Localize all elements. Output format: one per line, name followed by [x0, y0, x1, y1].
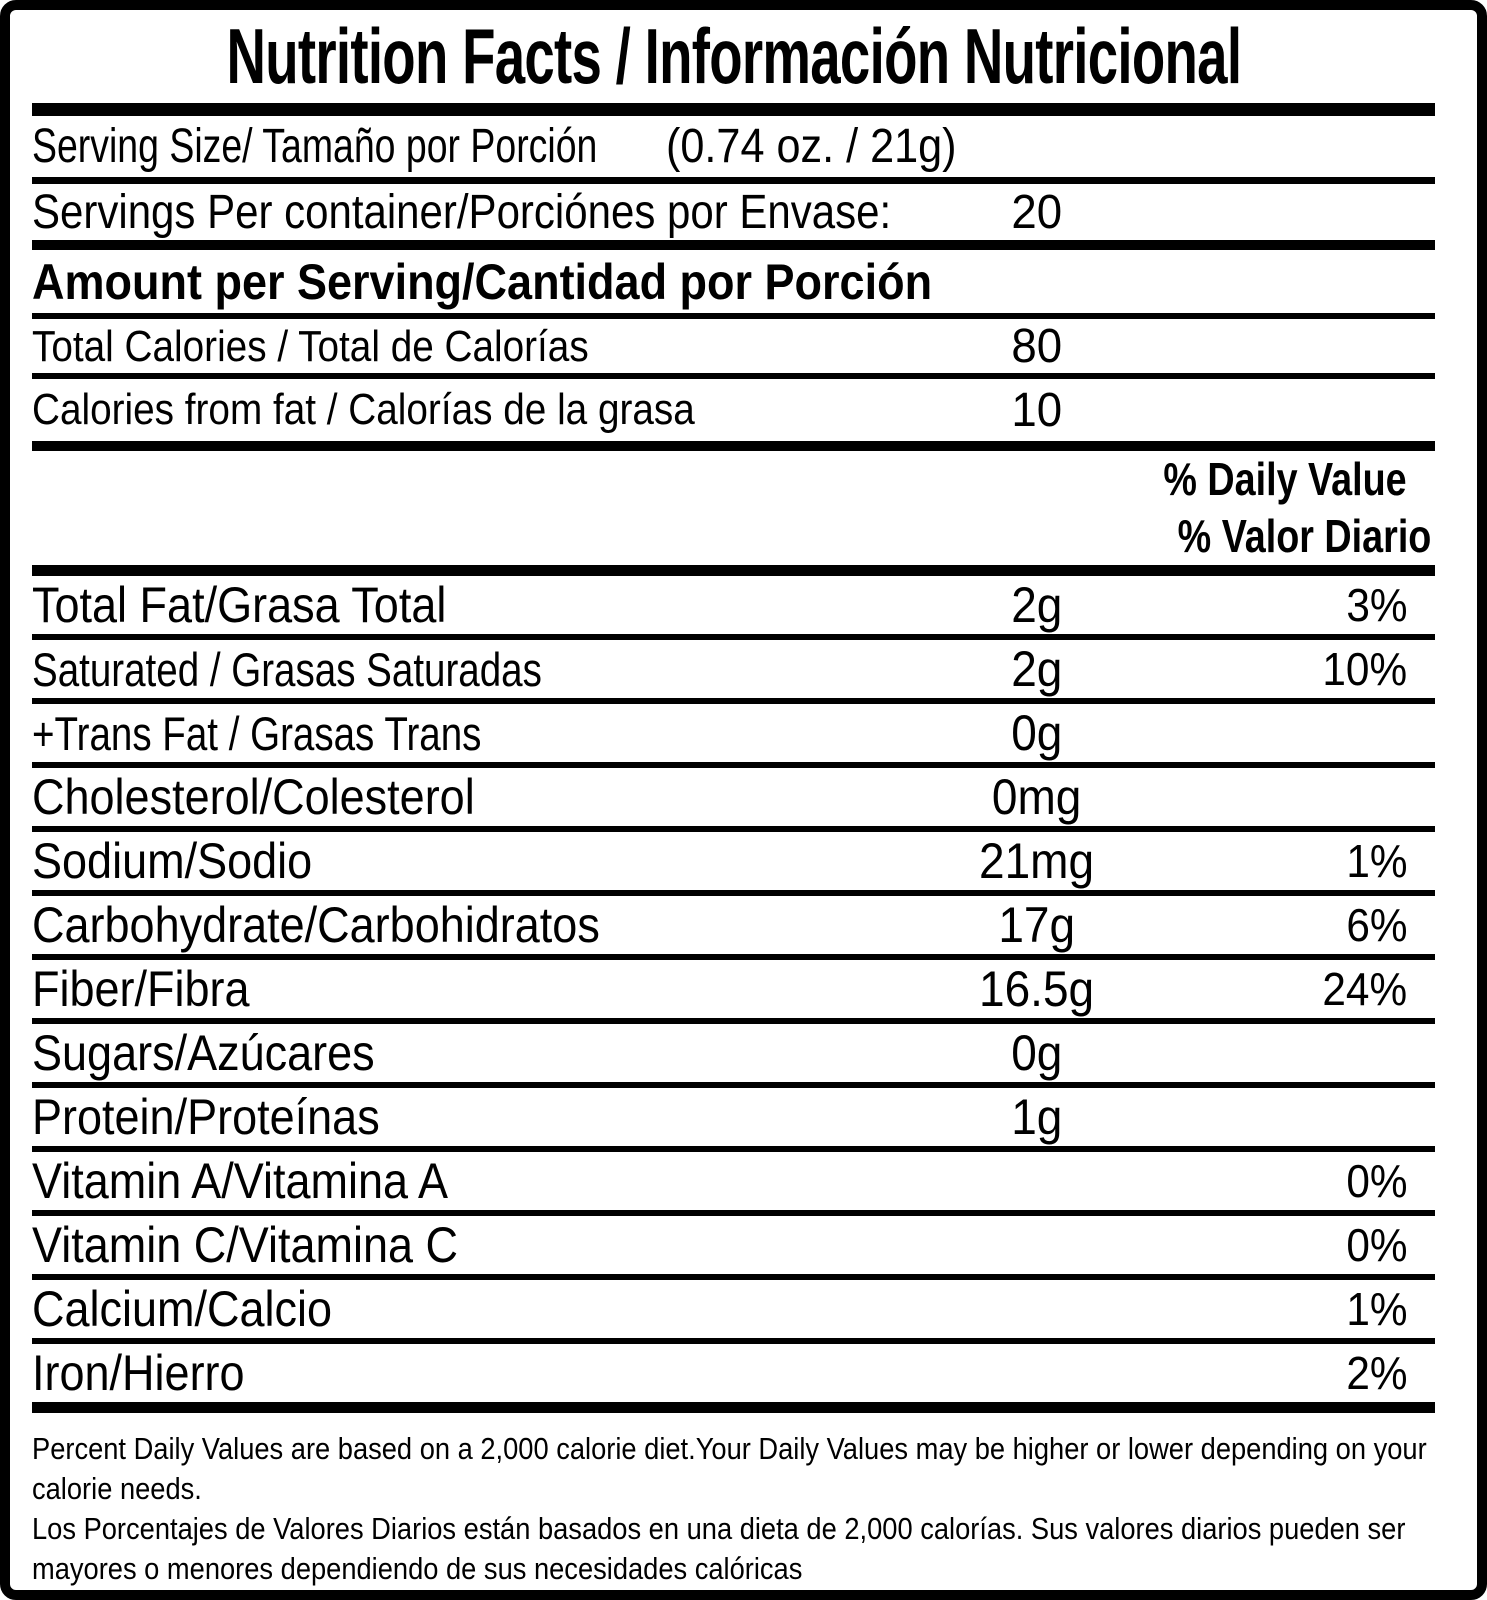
divider: [32, 441, 1435, 451]
nutrient-label: Saturated / Grasas Saturadas: [32, 642, 542, 696]
nutrient-value: 21mg: [979, 833, 1095, 889]
total-calories-row: Total Calories / Total de Calorías 80: [32, 319, 1435, 373]
nutrient-value: 1g: [1011, 1089, 1063, 1145]
divider: [32, 954, 1435, 960]
nutrient-row-vitamin-a: Vitamin A/Vitamina A 0%: [32, 1152, 1435, 1210]
divider: [32, 1018, 1435, 1024]
nutrient-row-total-fat: Total Fat/Grasa Total 2g 3%: [32, 576, 1435, 634]
nutrient-label: Vitamin A/Vitamina A: [32, 1153, 449, 1209]
serving-size-row: Serving Size/ Tamaño por Porción (0.74 o…: [32, 116, 1435, 177]
nutrient-label: Carbohydrate/Carbohidratos: [32, 897, 600, 953]
nutrient-label: +Trans Fat / Grasas Trans: [32, 706, 482, 760]
nutrient-label: Protein/Proteínas: [32, 1089, 380, 1145]
divider: [32, 313, 1435, 319]
divider: [32, 762, 1435, 768]
nutrient-value: 2g: [1011, 641, 1063, 697]
calories-from-fat-value: 10: [1011, 383, 1063, 437]
nutrient-pct: 1%: [1345, 835, 1407, 887]
divider: [32, 177, 1435, 184]
nutrient-row-cholesterol: Cholesterol/Colesterol 0mg: [32, 768, 1435, 826]
footnote-line: Percent Daily Values are based on a 2,00…: [32, 1431, 1427, 1466]
nutrient-pct: 1%: [1345, 1283, 1407, 1335]
divider: [32, 826, 1435, 832]
nutrient-pct: 2%: [1345, 1347, 1407, 1399]
total-calories-value: 80: [1011, 320, 1063, 373]
nutrient-value: 0g: [1011, 1025, 1063, 1081]
servings-per-container-row: Servings Per container/Porciónes por Env…: [32, 184, 1435, 240]
nutrient-label: Cholesterol/Colesterol: [32, 769, 475, 825]
divider: [32, 890, 1435, 896]
divider: [32, 1274, 1435, 1280]
nutrient-value: 0g: [1011, 705, 1063, 761]
nutrient-row-trans-fat: +Trans Fat / Grasas Trans 0g: [32, 704, 1435, 762]
footnote-line: calorie needs.: [32, 1471, 202, 1506]
nutrient-pct: 3%: [1345, 579, 1407, 631]
servings-per-container-value: 20: [1011, 185, 1063, 239]
nutrient-row-protein: Protein/Proteínas 1g: [32, 1088, 1435, 1146]
nutrient-label: Sodium/Sodio: [32, 833, 313, 889]
divider: [32, 1210, 1435, 1216]
divider: [32, 634, 1435, 640]
nutrient-row-saturated-fat: Saturated / Grasas Saturadas 2g 10%: [32, 640, 1435, 698]
amount-per-serving-header: Amount per Serving/Cantidad por Porción: [32, 250, 1435, 313]
nutrient-label: Iron/Hierro: [32, 1345, 245, 1401]
calories-from-fat-row: Calories from fat / Calorías de la grasa…: [32, 379, 1435, 441]
nutrient-row-calcium: Calcium/Calcio 1%: [32, 1280, 1435, 1338]
divider: [32, 1146, 1435, 1152]
divider: [32, 565, 1435, 576]
serving-size-label: Serving Size/ Tamaño por Porción: [32, 120, 598, 173]
nutrient-value: 17g: [998, 897, 1076, 953]
nutrient-label: Calcium/Calcio: [32, 1281, 333, 1337]
nutrient-pct: 10%: [1322, 643, 1407, 695]
divider: [32, 698, 1435, 704]
nutrient-pct: 0%: [1345, 1219, 1407, 1271]
total-calories-label: Total Calories / Total de Calorías: [32, 321, 589, 371]
nutrient-label: Vitamin C/Vitamina C: [32, 1217, 459, 1273]
footnote: Percent Daily Values are based on a 2,00…: [32, 1413, 1435, 1589]
divider: [32, 1338, 1435, 1344]
nutrient-value: 2g: [1011, 577, 1063, 633]
nutrient-pct: 24%: [1322, 963, 1407, 1015]
divider: [32, 373, 1435, 379]
divider: [32, 1082, 1435, 1088]
footnote-line: Los Porcentajes de Valores Diarios están…: [32, 1511, 1406, 1546]
nutrient-label: Sugars/Azúcares: [32, 1025, 375, 1081]
nutrient-row-vitamin-c: Vitamin C/Vitamina C 0%: [32, 1216, 1435, 1274]
daily-value-header-es: % Valor Diario: [1177, 509, 1431, 562]
nutrient-pct: 0%: [1345, 1155, 1407, 1207]
amount-per-serving-label: Amount per Serving/Cantidad por Porción: [32, 253, 933, 310]
divider: [32, 1402, 1435, 1413]
nutrient-row-sodium: Sodium/Sodio 21mg 1%: [32, 832, 1435, 890]
nutrient-value: 0mg: [992, 769, 1082, 825]
footnote-line: mayores o menores dependiendo de sus nec…: [32, 1551, 803, 1586]
nutrient-value: 16.5g: [979, 961, 1095, 1017]
nutrient-row-fiber: Fiber/Fibra 16.5g 24%: [32, 960, 1435, 1018]
serving-size-value: (0.74 oz. / 21g): [666, 120, 957, 173]
nutrient-row-sugars: Sugars/Azúcares 0g: [32, 1024, 1435, 1082]
servings-per-container-label: Servings Per container/Porciónes por Env…: [32, 185, 892, 239]
nutrient-row-iron: Iron/Hierro 2%: [32, 1344, 1435, 1402]
label-title: Nutrition Facts / Información Nutriciona…: [226, 12, 1242, 100]
title-separator-bar: [32, 103, 1435, 116]
label-title-row: Nutrition Facts / Información Nutriciona…: [32, 10, 1435, 103]
nutrient-pct: 6%: [1345, 899, 1407, 951]
nutrient-label: Fiber/Fibra: [32, 961, 250, 1017]
nutrient-label: Total Fat/Grasa Total: [32, 577, 447, 633]
divider: [32, 240, 1435, 250]
nutrient-row-carbohydrate: Carbohydrate/Carbohidratos 17g 6%: [32, 896, 1435, 954]
daily-value-header-en: % Daily Value: [1163, 452, 1407, 505]
calories-from-fat-label: Calories from fat / Calorías de la grasa: [32, 385, 695, 434]
